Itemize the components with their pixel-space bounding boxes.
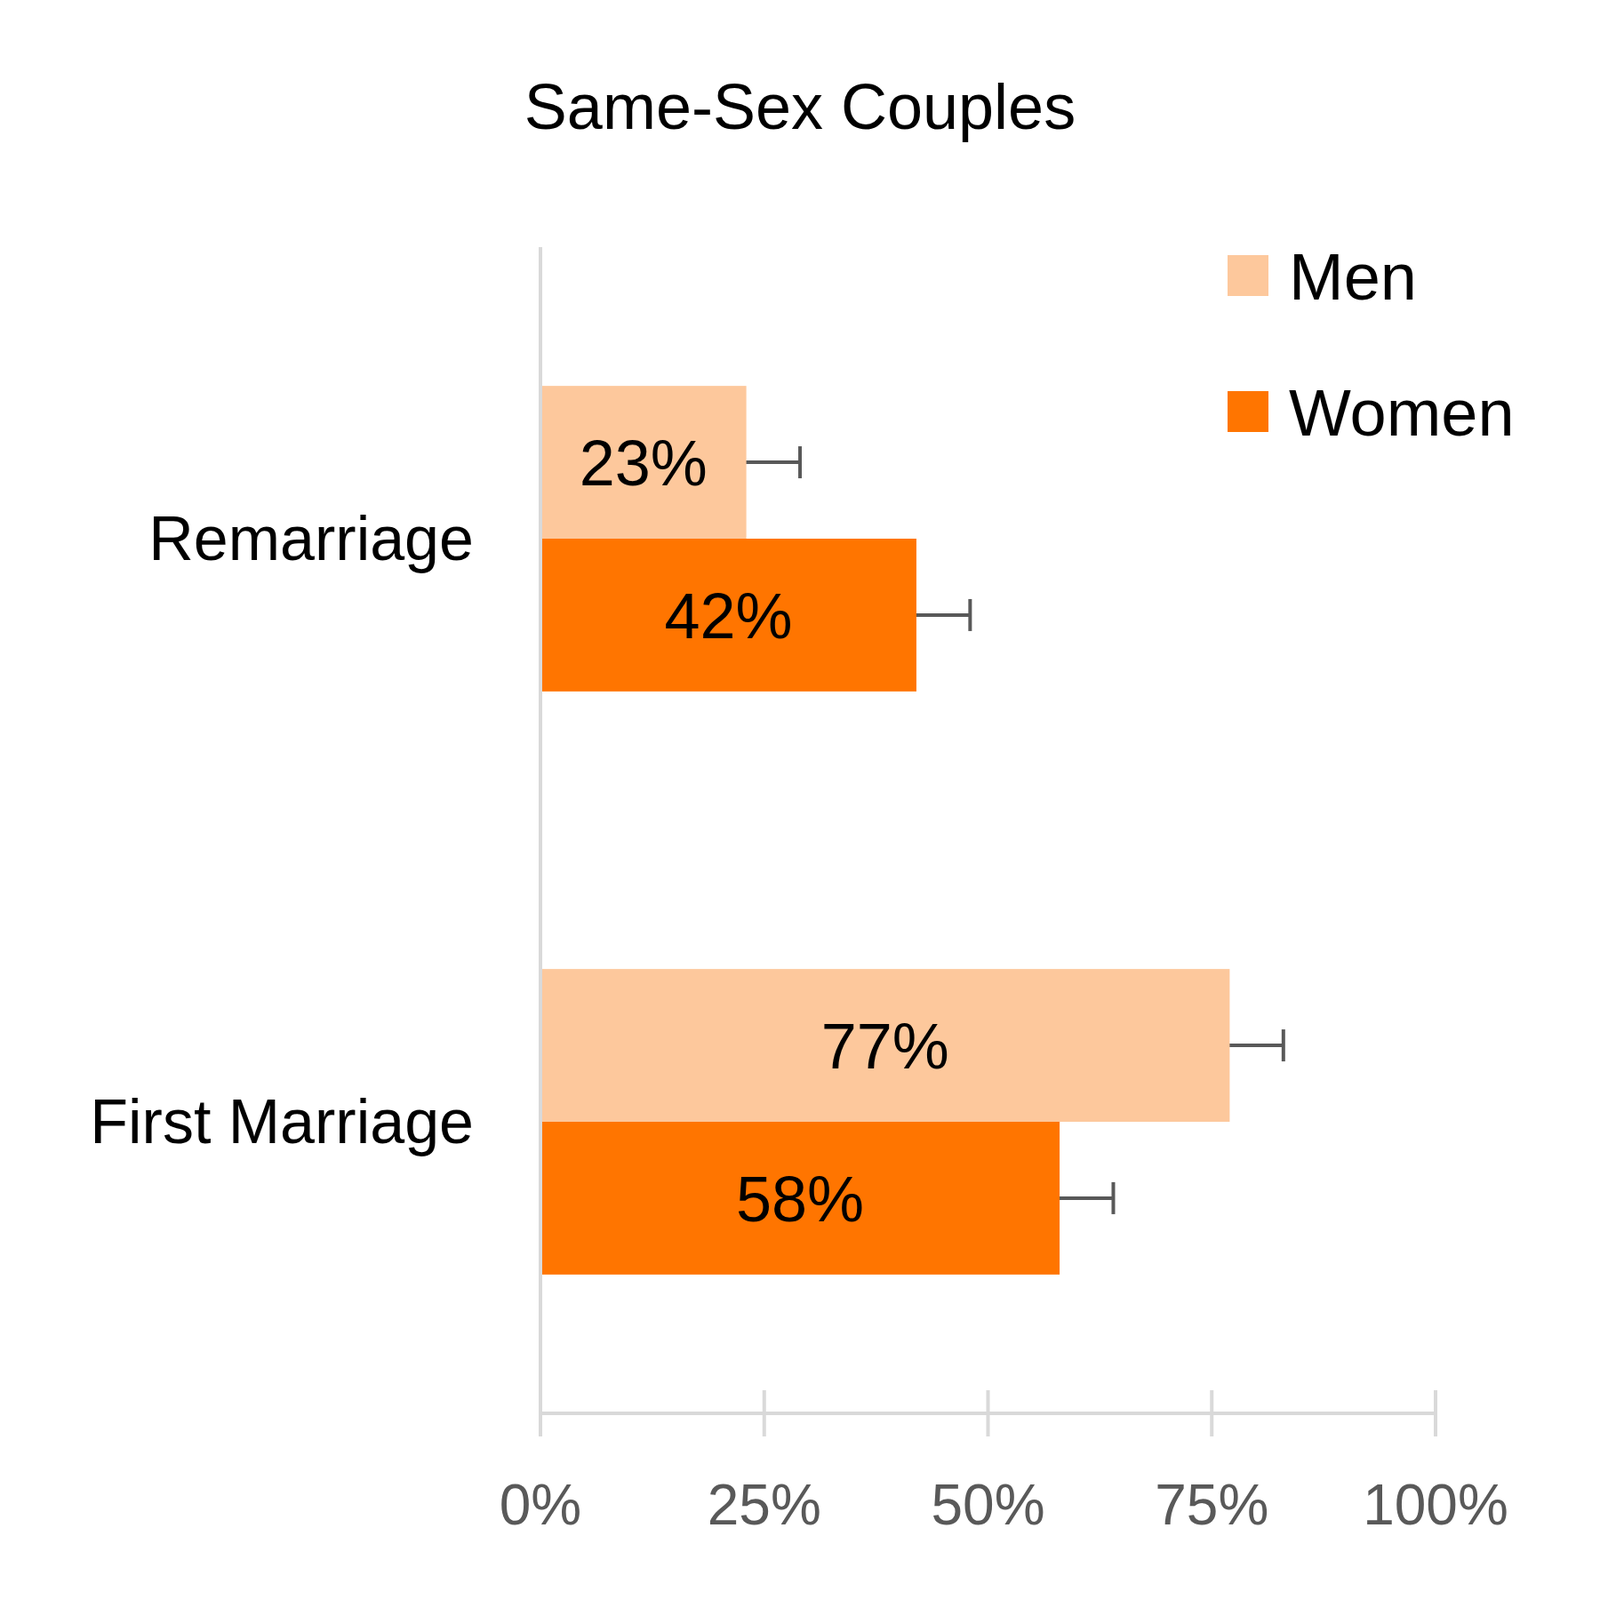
y-axis-line: [538, 247, 543, 1414]
tick: [1433, 1390, 1438, 1437]
title: Same-Sex Couples: [524, 71, 1076, 143]
legend-label: Women: [1288, 376, 1515, 450]
bar: [540, 1121, 1060, 1275]
legend-swatch: [1227, 255, 1269, 296]
bar: [540, 385, 747, 539]
tick-label: 50%: [930, 1472, 1045, 1537]
bar: [540, 968, 1230, 1122]
data-label: 42%: [664, 580, 792, 652]
error-cap: [798, 446, 802, 479]
legend-label: Men: [1288, 240, 1417, 314]
error-cap: [968, 599, 972, 632]
category-label: First Marriage: [89, 1087, 474, 1157]
tick-label: 25%: [707, 1472, 822, 1537]
tick: [1209, 1390, 1214, 1437]
tick-label: 100%: [1362, 1472, 1509, 1537]
data-label: 23%: [579, 427, 708, 499]
tick-label: 0%: [499, 1472, 583, 1537]
error-cap: [1281, 1029, 1286, 1062]
chart: Same-Sex Couples Remarriage 23% 42% First Ma…: [0, 0, 1600, 1600]
data-label: 77%: [821, 1010, 950, 1082]
tick: [986, 1390, 991, 1437]
tick: [762, 1390, 767, 1437]
bar: [540, 538, 917, 692]
category-label: Remarriage: [148, 504, 474, 574]
error-cap: [1111, 1182, 1115, 1215]
tick-label: 75%: [1154, 1472, 1269, 1537]
tick: [538, 1390, 543, 1437]
legend-swatch: [1227, 391, 1269, 432]
data-label: 58%: [736, 1163, 864, 1235]
